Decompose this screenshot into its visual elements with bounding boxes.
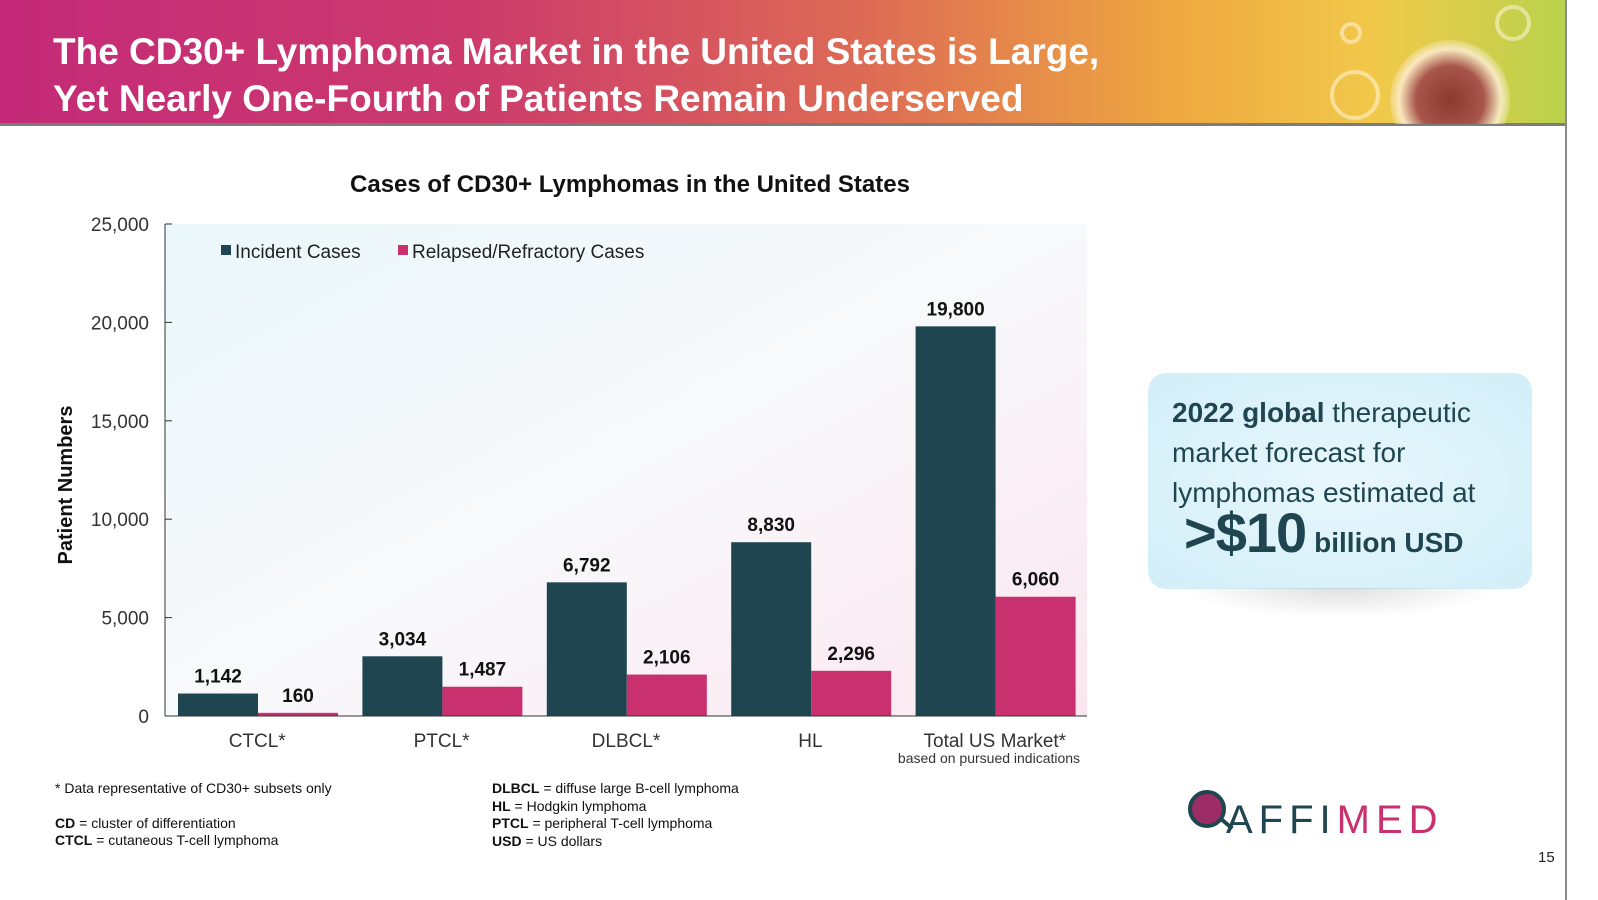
footnote-1: CD = cluster of differentiation (55, 814, 236, 831)
bar-incident (546, 582, 627, 716)
bar-relapsed (995, 596, 1076, 716)
bar-incident (915, 326, 996, 716)
data-label: 2,106 (643, 648, 691, 669)
bar-incident (178, 693, 258, 716)
x-tick-label: DLBCL* (592, 731, 661, 752)
y-tick-label: 15,000 (91, 412, 149, 433)
legend-relapsed: Relapsed/Refractory Cases (412, 242, 644, 263)
y-tick-label: 10,000 (91, 510, 149, 531)
data-label: 8,830 (747, 515, 795, 536)
data-label: 3,034 (379, 629, 427, 650)
header-banner: The CD30+ Lymphoma Market in the United … (0, 0, 1565, 126)
footnote-5: PTCL = peripheral T-cell lymphoma (492, 815, 713, 831)
bar-chart: 0 5,000 10,000 15,000 20,000 25,000 1,142 160 3,… (55, 215, 1087, 766)
bar-relapsed (811, 670, 892, 716)
data-label: 6,792 (563, 555, 611, 576)
footnote-right: DLBCL = diffuse large B-cell lymphoma HL… (492, 780, 739, 850)
y-tick-label: 0 (138, 707, 149, 728)
callout-lead: 2022 global (1172, 397, 1325, 428)
x-tick-label: HL (798, 731, 822, 752)
affimed-logo: AFFIMED (1188, 790, 1508, 842)
data-label: 1,487 (459, 660, 507, 681)
data-label: 19,800 (927, 299, 985, 320)
bar-relapsed (626, 674, 707, 716)
y-tick-label: 25,000 (91, 215, 149, 236)
footnote-2: CTCL = cutaneous T-cell lymphoma (55, 832, 279, 848)
callout-amount: >$10 (1184, 501, 1307, 564)
footnote-left: * Data representative of CD30+ subsets o… (55, 780, 332, 850)
bar-relapsed (442, 686, 523, 716)
data-label: 2,296 (827, 644, 875, 665)
legend-swatch-incident (221, 245, 231, 255)
callout-shadow (1180, 588, 1500, 618)
callout-unit: billion USD (1314, 527, 1464, 558)
data-label: 6,060 (1012, 570, 1060, 591)
slide-title: The CD30+ Lymphoma Market in the United … (53, 31, 1100, 119)
footnote-4: HL = Hodgkin lymphoma (492, 797, 647, 814)
magnifier-icon (1188, 790, 1226, 828)
x-sublabel: based on pursued indications (898, 750, 1080, 766)
bar-incident (731, 542, 812, 716)
data-label: 160 (282, 686, 314, 707)
bar-incident (362, 656, 443, 716)
slide-edge (1565, 0, 1598, 900)
legend-swatch-relapsed (398, 245, 408, 255)
page-number: 15 (1538, 849, 1555, 866)
callout-text: therapeutic market forecast for lymphoma… (1172, 397, 1476, 508)
x-tick-label: CTCL* (229, 731, 287, 752)
footnote-6: USD = US dollars (492, 832, 603, 849)
legend-incident: Incident Cases (235, 242, 361, 263)
footnote-3: DLBCL = diffuse large B-cell lymphoma (492, 780, 739, 796)
virus-illustration (1330, 0, 1560, 124)
footnote-0: * Data representative of CD30+ subsets o… (55, 780, 332, 796)
y-tick-label: 20,000 (91, 313, 149, 334)
y-tick-label: 5,000 (101, 609, 149, 630)
data-label: 1,142 (194, 667, 242, 688)
y-axis-label: Patient Numbers (55, 406, 77, 565)
bar-relapsed (258, 712, 338, 716)
market-callout: 2022 global therapeutic market forecast … (1148, 373, 1532, 589)
x-tick-label: Total US Market* (924, 731, 1067, 752)
chart-title: Cases of CD30+ Lymphomas in the United S… (350, 171, 910, 198)
x-tick-label: PTCL* (414, 731, 471, 752)
